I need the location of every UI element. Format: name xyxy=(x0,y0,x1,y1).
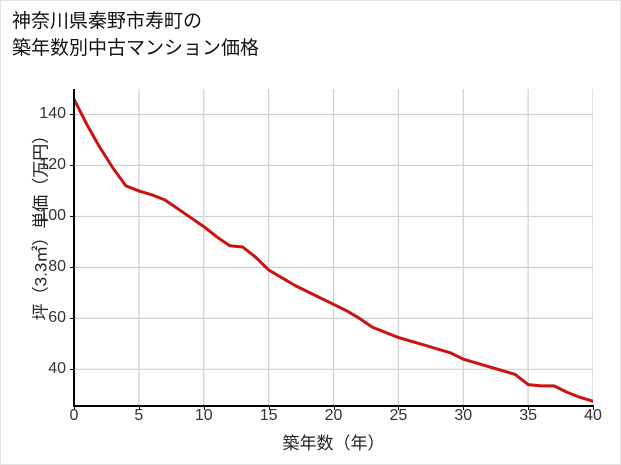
plot-area xyxy=(74,89,593,405)
x-axis-tick-mark xyxy=(593,406,594,410)
y-axis-tick-mark xyxy=(70,267,74,269)
y-axis-tick-mark xyxy=(70,165,74,167)
x-axis-tick-label: 0 xyxy=(69,407,79,424)
y-axis-tick-mark xyxy=(70,216,74,218)
y-axis-spine xyxy=(73,89,75,406)
x-axis-tick-labels: 0 5 10 15 20 25 30 35 40 xyxy=(70,407,602,431)
y-axis-label: 坪（3.3㎡）単価（万円） xyxy=(31,126,51,321)
y-axis-tick-label: 120 xyxy=(39,156,66,174)
x-axis-label: 築年数（年） xyxy=(282,434,385,453)
y-axis-tick-label: 60 xyxy=(48,309,66,327)
x-axis-tick-label: 15 xyxy=(259,407,278,424)
page-title: 神奈川県秦野市寿町の 築年数別中古マンション価格 xyxy=(12,11,260,59)
x-axis-tick-label: 35 xyxy=(519,407,538,424)
x-axis-tick-mark xyxy=(203,406,205,410)
line-chart-svg xyxy=(74,89,593,405)
plot-area-wrapper xyxy=(70,89,594,410)
x-axis-tick-mark xyxy=(463,406,465,410)
y-axis-tick-label: 100 xyxy=(39,207,66,225)
y-axis-tick-mark xyxy=(70,114,74,116)
y-axis-tick-label: 80 xyxy=(48,258,66,276)
x-axis-tick-mark xyxy=(333,406,335,410)
x-axis-tick-label: 5 xyxy=(134,407,144,424)
y-axis-tick-mark xyxy=(70,318,74,320)
y-axis-tick-label: 140 xyxy=(39,105,66,123)
x-axis-tick-mark xyxy=(74,406,75,410)
x-axis-tick-label: 40 xyxy=(584,407,602,424)
price-line-series xyxy=(74,97,593,403)
x-axis-tick-mark xyxy=(528,406,530,410)
x-axis-tick-label: 10 xyxy=(194,407,213,424)
y-axis-tick-labels: 40 60 80 100 120 140 xyxy=(1,89,66,405)
x-axis-tick-mark xyxy=(398,406,400,410)
x-axis-tick-label: 20 xyxy=(324,407,343,424)
y-axis-tick-label: 40 xyxy=(48,360,66,378)
x-axis-tick-mark xyxy=(138,406,140,410)
y-axis-tick-mark xyxy=(70,369,74,371)
x-axis-tick-mark xyxy=(268,406,270,410)
x-axis-tick-label: 30 xyxy=(454,407,473,424)
x-axis-tick-label: 25 xyxy=(389,407,408,424)
